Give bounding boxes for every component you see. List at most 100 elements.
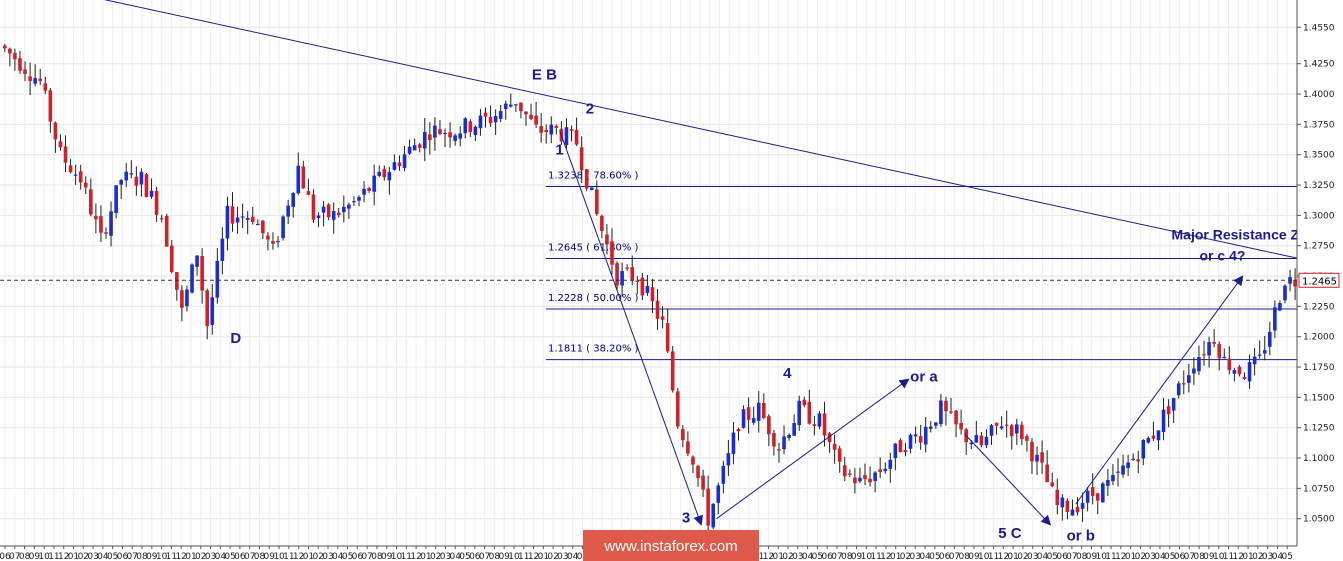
x-tick-label: 09 (851, 552, 863, 561)
candle-body (989, 425, 994, 436)
x-tick-label: 05 (1047, 552, 1058, 561)
candle-body (509, 104, 513, 107)
candle-body (579, 147, 584, 171)
candle-body (478, 115, 483, 129)
x-tick-label: 12 (1115, 552, 1126, 561)
candle-body (1252, 356, 1257, 365)
candle-body (721, 465, 726, 484)
candle-body (923, 426, 928, 445)
candle-body (605, 234, 609, 245)
candle-body (1237, 366, 1242, 375)
candle-body (18, 58, 22, 71)
candle-body (185, 289, 189, 307)
candle-body (281, 216, 285, 239)
candle-body (1293, 279, 1297, 287)
candle-body (1166, 406, 1171, 415)
x-tick-label: 07 (479, 552, 490, 561)
candle-body (296, 165, 301, 194)
candle-body (271, 241, 275, 244)
candle-body (584, 169, 589, 189)
candle-body (144, 174, 149, 198)
candle-body (1146, 437, 1151, 443)
x-tick-label: 04 (802, 552, 814, 561)
x-tick-label: 05 (224, 552, 235, 561)
candle-body (1187, 375, 1191, 383)
candle-body (1055, 489, 1060, 506)
x-tick-label: 08 (19, 552, 31, 561)
candle-body (1242, 377, 1247, 380)
candle-body (1217, 343, 1221, 359)
candle-body (33, 78, 37, 84)
candle-body (397, 162, 402, 167)
candle-body (493, 115, 498, 123)
x-tick-label: 05 (577, 552, 588, 561)
candle-body (220, 238, 225, 261)
trendline-layer (0, 0, 1324, 281)
candle-body (164, 216, 169, 247)
candle-body (812, 424, 817, 427)
x-tick-label: 02 (782, 552, 793, 561)
candle-body (1025, 436, 1029, 441)
candle-body (589, 187, 594, 191)
candle-body (23, 69, 27, 74)
candle-body (524, 111, 528, 115)
last-price-tag (1298, 272, 1340, 288)
x-tick-label: 02 (547, 552, 558, 561)
candle-body (954, 410, 958, 425)
candle-body (321, 206, 326, 213)
candle-body (94, 216, 98, 220)
x-tick-label: 03 (1027, 552, 1038, 561)
candle-body (893, 443, 898, 459)
candle-body (473, 126, 478, 135)
candle-body (342, 206, 346, 213)
candle-body (433, 125, 437, 138)
candle-body (1232, 370, 1237, 374)
x-tick-label: 08 (958, 552, 970, 561)
candle-body (443, 132, 447, 135)
candle-body (1171, 398, 1176, 411)
fib-label: 1.2228 ( 50.00% ) (548, 293, 639, 304)
candle-body (610, 241, 614, 265)
candle-body (230, 206, 235, 224)
candle-body (428, 134, 432, 141)
x-tick-label: 02 (900, 552, 911, 561)
x-tick-label: 04 (567, 552, 579, 561)
y-tick-label: 1.3500 (1303, 151, 1335, 161)
candle-body (615, 263, 619, 286)
candle-body (129, 173, 134, 175)
candle-body (772, 433, 776, 447)
candle-body (1030, 441, 1034, 462)
candle-body (1126, 462, 1130, 469)
candle-body (159, 218, 164, 220)
candle-body (458, 133, 462, 139)
x-tick-label: 04 (450, 552, 462, 561)
candle-body (807, 401, 812, 424)
x-tick-label: 09 (1203, 552, 1215, 561)
x-tick-label: 05 (1281, 552, 1292, 561)
candle-body (681, 429, 685, 441)
x-tick-label: 09 (146, 552, 158, 561)
candle-body (311, 194, 316, 220)
y-tick-label: 1.3000 (1303, 211, 1335, 221)
wave-label: 5 C (998, 525, 1022, 542)
x-tick-label: 11 (988, 552, 999, 561)
candle-body (741, 409, 746, 428)
candle-body (1015, 424, 1019, 434)
x-tick-label: 10 (861, 552, 873, 561)
wave-label: D (230, 330, 241, 347)
candle-body (175, 272, 179, 290)
x-tick-label: 12 (528, 552, 539, 561)
x-tick-label: 11 (1105, 552, 1116, 561)
x-tick-label: 01 (1125, 552, 1136, 561)
candle-body (306, 191, 311, 195)
candle-body (1060, 497, 1065, 508)
candle-body (918, 436, 923, 443)
x-tick-label: 11 (283, 552, 294, 561)
candle-body (797, 400, 802, 426)
candle-body (984, 436, 989, 446)
x-tick-label: 01 (420, 552, 431, 561)
candle-body (1192, 368, 1196, 374)
y-tick-label: 1.1000 (1303, 454, 1335, 464)
candle-body (53, 122, 58, 140)
candle-body (969, 442, 974, 445)
